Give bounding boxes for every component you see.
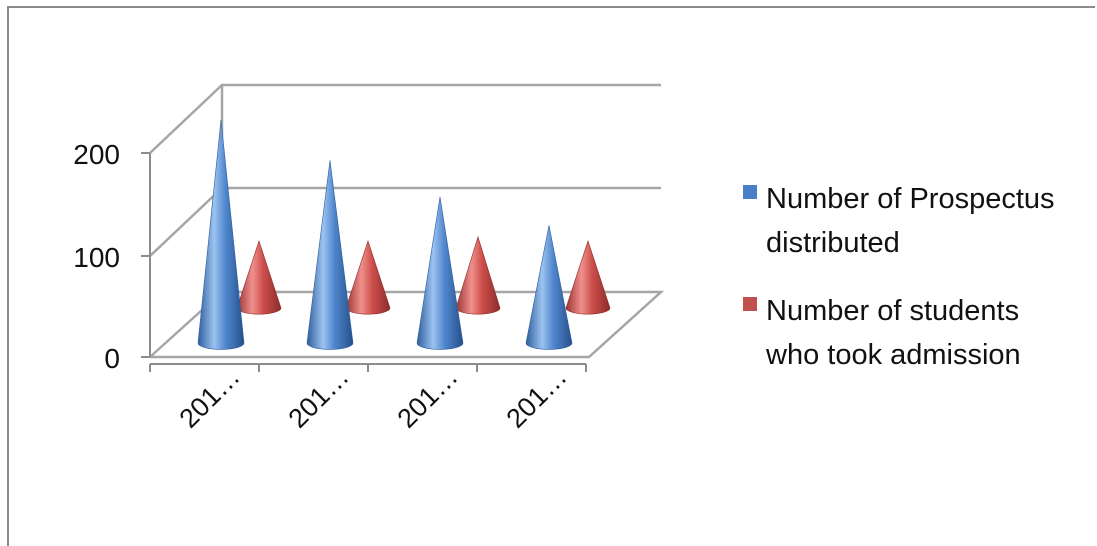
chart-frame (7, 6, 1095, 546)
y-axis (141, 152, 151, 358)
cone-series2-4 (565, 240, 611, 315)
cones (197, 119, 611, 350)
legend-label-prospectus: Number of Prospectus distributed (766, 183, 1055, 259)
legend: Number of Prospectus distributed Number o… (743, 183, 1055, 371)
cone-series1-3 (416, 196, 464, 350)
cone-chart: 200 100 0 201… 201… 201… 201… Number of … (73, 83, 1055, 434)
legend-label-admission: Number of students who took admission (765, 295, 1021, 371)
legend-swatch-admission (743, 297, 757, 311)
x-tick-label-4: 201… (501, 362, 573, 434)
floor (149, 290, 665, 359)
cone-series1-2 (306, 160, 354, 350)
x-axis (149, 363, 587, 372)
gridline-200 (149, 83, 661, 154)
x-tick-label-1: 201… (174, 362, 246, 434)
cone-series1-1 (197, 119, 245, 350)
cone-series2-2 (345, 240, 391, 315)
legend-swatch-prospectus (743, 185, 757, 199)
cone-series2-3 (455, 235, 501, 315)
y-tick-label-200: 200 (73, 139, 120, 170)
x-tick-label-2: 201… (283, 362, 355, 434)
cone-series2-1 (236, 240, 282, 315)
cone-series1-4 (525, 225, 573, 350)
y-tick-label-0: 0 (104, 343, 120, 374)
x-tick-label-3: 201… (392, 362, 464, 434)
y-tick-label-100: 100 (73, 242, 120, 273)
